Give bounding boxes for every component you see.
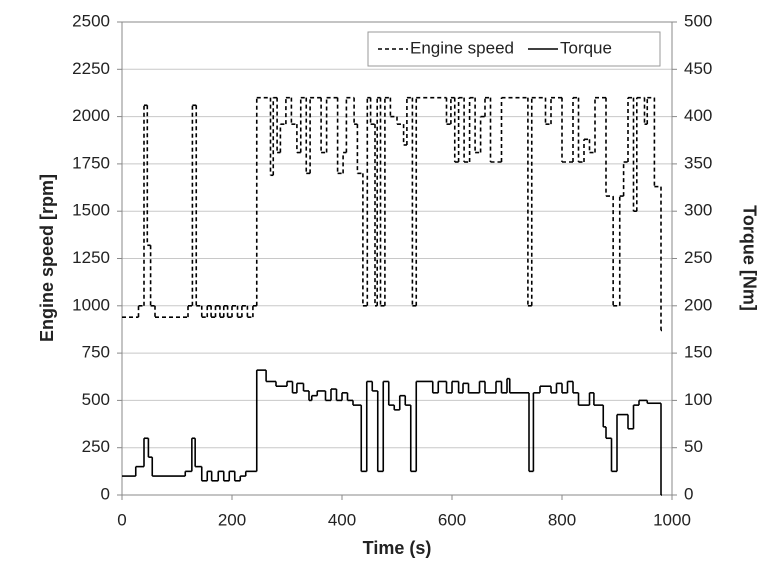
y2-tick-label: 250 — [684, 248, 712, 267]
y2-tick-label: 400 — [684, 106, 712, 125]
y-axis-title: Engine speed [rpm] — [37, 174, 57, 342]
legend-box — [367, 31, 661, 67]
y-tick-label: 1500 — [72, 201, 110, 220]
x-tick-label: 0 — [117, 510, 126, 529]
y2-axis-title: Torque [Nm] — [739, 205, 759, 311]
x-axis-title: Time (s) — [363, 538, 432, 558]
series-1 — [122, 369, 662, 496]
y2-tick-label: 200 — [684, 295, 712, 314]
legend-label: Engine speed — [410, 38, 514, 57]
y2-tick-label: 100 — [684, 390, 712, 409]
x-tick-label: 800 — [548, 510, 576, 529]
y2-tick-label: 450 — [684, 59, 712, 78]
y2-tick-label: 0 — [684, 484, 693, 503]
x-tick-label: 200 — [218, 510, 246, 529]
plot-frame — [121, 21, 673, 496]
x-tick-label: 1000 — [653, 510, 691, 529]
y2-tick-label: 50 — [684, 437, 703, 456]
x-tick-label: 400 — [328, 510, 356, 529]
y2-tick-label: 150 — [684, 343, 712, 362]
legend-label: Torque — [560, 38, 612, 57]
y-tick-label: 1750 — [72, 153, 110, 172]
y-tick-label: 1250 — [72, 248, 110, 267]
x-tick-label: 600 — [438, 510, 466, 529]
y-tick-label: 750 — [82, 343, 110, 362]
y-tick-label: 1000 — [72, 295, 110, 314]
y2-tick-label: 500 — [684, 11, 712, 30]
y2-tick-label: 300 — [684, 201, 712, 220]
y-tick-label: 2500 — [72, 11, 110, 30]
y-tick-label: 250 — [82, 437, 110, 456]
y-tick-label: 2250 — [72, 59, 110, 78]
y-tick-label: 2000 — [72, 106, 110, 125]
series-0 — [122, 96, 662, 332]
y-tick-label: 0 — [101, 484, 110, 503]
y2-tick-label: 350 — [684, 153, 712, 172]
y-tick-label: 500 — [82, 390, 110, 409]
